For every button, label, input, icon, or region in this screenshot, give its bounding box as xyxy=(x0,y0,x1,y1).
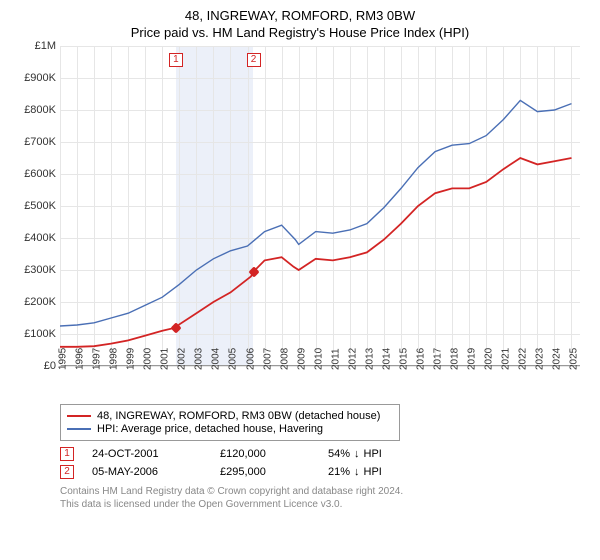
x-tick-label: 2024 xyxy=(552,348,563,370)
y-tick-label: £700K xyxy=(24,136,56,148)
chart-area: £0 £100K £200K £300K £400K £500K £600K £700K £80… xyxy=(12,46,588,396)
x-tick-label: 1999 xyxy=(126,348,137,370)
sale-delta-pct: 21% xyxy=(328,466,350,478)
x-tick-label: 2020 xyxy=(484,348,495,370)
x-tick-label: 2022 xyxy=(518,348,529,370)
series-line-hpi xyxy=(60,100,572,326)
x-tick-label: 1995 xyxy=(58,348,69,370)
sale-delta: 21% ↓ HPI xyxy=(328,466,382,478)
x-tick-label: 2013 xyxy=(364,348,375,370)
y-tick-label: £0 xyxy=(44,360,56,372)
sale-row: 1 24-OCT-2001 £120,000 54% ↓ HPI xyxy=(60,447,588,461)
y-tick-label: £800K xyxy=(24,104,56,116)
x-tick-label: 2015 xyxy=(398,348,409,370)
y-tick-label: £200K xyxy=(24,296,56,308)
legend: 48, INGREWAY, ROMFORD, RM3 0BW (detached… xyxy=(60,404,400,441)
x-tick-label: 2019 xyxy=(467,348,478,370)
footer-line: This data is licensed under the Open Gov… xyxy=(60,498,588,511)
page-subtitle: Price paid vs. HM Land Registry's House … xyxy=(12,25,588,40)
x-tick-label: 2023 xyxy=(535,348,546,370)
sales-table: 1 24-OCT-2001 £120,000 54% ↓ HPI 2 05-MAY-2006 £… xyxy=(60,447,588,479)
arrow-down-icon: ↓ xyxy=(354,466,360,478)
x-tick-label: 2009 xyxy=(296,348,307,370)
line-layer xyxy=(60,46,580,366)
y-tick-label: £300K xyxy=(24,264,56,276)
y-tick-label: £900K xyxy=(24,72,56,84)
x-tick-label: 2004 xyxy=(211,348,222,370)
y-tick-label: £400K xyxy=(24,232,56,244)
x-tick-label: 1998 xyxy=(109,348,120,370)
sale-date: 05-MAY-2006 xyxy=(92,466,202,478)
footer-line: Contains HM Land Registry data © Crown c… xyxy=(60,485,588,498)
y-tick-label: £100K xyxy=(24,328,56,340)
sale-delta-pct: 54% xyxy=(328,448,350,460)
x-tick-label: 2006 xyxy=(245,348,256,370)
sale-price: £120,000 xyxy=(220,448,310,460)
x-tick-label: 2012 xyxy=(347,348,358,370)
x-tick-label: 1996 xyxy=(75,348,86,370)
x-tick-label: 2002 xyxy=(177,348,188,370)
x-tick-label: 2010 xyxy=(313,348,324,370)
footer: Contains HM Land Registry data © Crown c… xyxy=(60,485,588,511)
sale-delta-suffix: HPI xyxy=(364,466,382,478)
sale-badge: 1 xyxy=(60,447,74,461)
legend-label: HPI: Average price, detached house, Have… xyxy=(97,423,323,435)
legend-item: 48, INGREWAY, ROMFORD, RM3 0BW (detached… xyxy=(67,410,393,422)
legend-swatch xyxy=(67,415,91,417)
plot: 12 xyxy=(60,46,580,366)
sale-row: 2 05-MAY-2006 £295,000 21% ↓ HPI xyxy=(60,465,588,479)
sale-delta-suffix: HPI xyxy=(364,448,382,460)
x-tick-label: 2017 xyxy=(433,348,444,370)
legend-item: HPI: Average price, detached house, Have… xyxy=(67,423,393,435)
x-tick-label: 2003 xyxy=(194,348,205,370)
x-axis: 1995199619971998199920002001200220032004… xyxy=(60,366,580,396)
sale-date: 24-OCT-2001 xyxy=(92,448,202,460)
y-tick-label: £600K xyxy=(24,168,56,180)
legend-label: 48, INGREWAY, ROMFORD, RM3 0BW (detached… xyxy=(97,410,380,422)
page-title: 48, INGREWAY, ROMFORD, RM3 0BW xyxy=(12,8,588,23)
x-tick-label: 2000 xyxy=(143,348,154,370)
x-tick-label: 1997 xyxy=(92,348,103,370)
sale-price: £295,000 xyxy=(220,466,310,478)
x-tick-label: 2021 xyxy=(501,348,512,370)
x-tick-label: 2016 xyxy=(416,348,427,370)
y-axis: £0£100K£200K£300K£400K£500K£600K£700K£80… xyxy=(12,46,60,366)
sale-marker-label-1: 1 xyxy=(169,53,183,67)
arrow-down-icon: ↓ xyxy=(354,448,360,460)
x-tick-label: 2005 xyxy=(228,348,239,370)
y-tick-label: £500K xyxy=(24,200,56,212)
x-tick-label: 2007 xyxy=(262,348,273,370)
x-tick-label: 2014 xyxy=(381,348,392,370)
x-tick-label: 2001 xyxy=(160,348,171,370)
y-tick-label: £1M xyxy=(35,40,56,52)
x-tick-label: 2008 xyxy=(279,348,290,370)
legend-swatch xyxy=(67,428,91,430)
sale-delta: 54% ↓ HPI xyxy=(328,448,382,460)
series-line-property xyxy=(60,158,572,347)
x-tick-label: 2011 xyxy=(330,348,341,370)
sale-marker-label-2: 2 xyxy=(247,53,261,67)
sale-badge: 2 xyxy=(60,465,74,479)
x-tick-label: 2025 xyxy=(569,348,580,370)
x-tick-label: 2018 xyxy=(450,348,461,370)
